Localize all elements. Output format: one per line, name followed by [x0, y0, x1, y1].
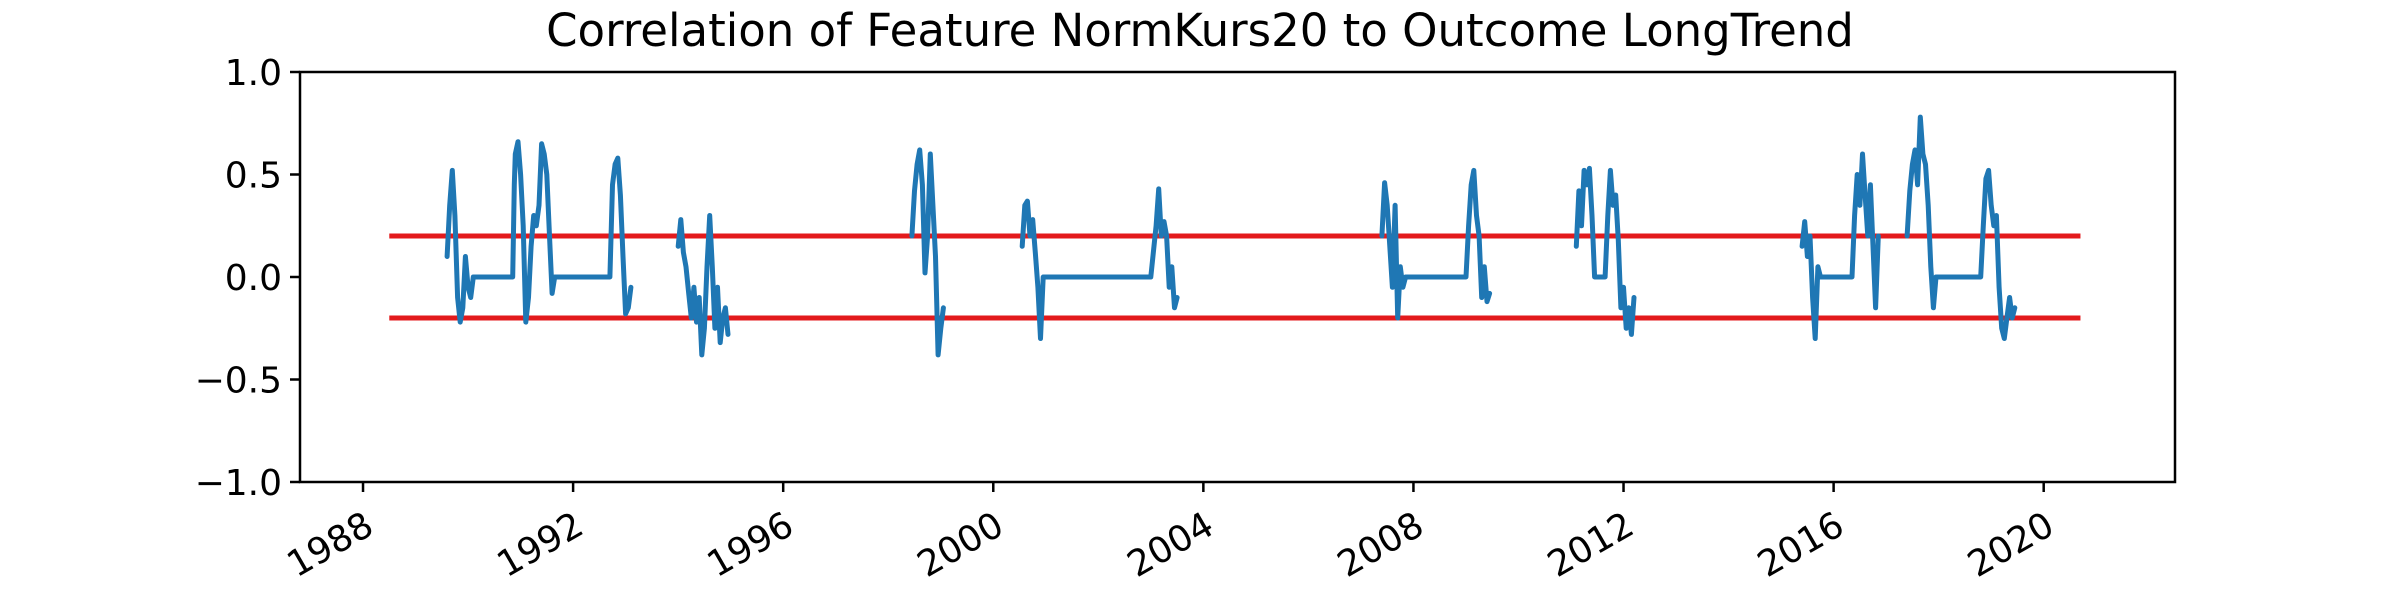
- series-line-segment-3: [909, 147, 946, 358]
- series-line-segment-8: [1904, 114, 2018, 341]
- x-tick-label: 2012: [1541, 504, 1641, 585]
- series-line-segment-7: [1799, 151, 1881, 341]
- plot-layer: [389, 114, 2081, 358]
- series-line-segment-2: [675, 213, 731, 358]
- y-tick-label: −0.5: [195, 361, 282, 402]
- x-tick-label: 2000: [911, 504, 1011, 585]
- y-tick-label: −1.0: [195, 463, 282, 504]
- series-line-segment-6: [1573, 165, 1637, 337]
- series-line-segment-5: [1379, 167, 1493, 321]
- x-tick-label: 2020: [1961, 504, 2061, 585]
- x-tick-label: 2004: [1121, 504, 1221, 585]
- chart-title: Correlation of Feature NormKurs20 to Out…: [546, 4, 1854, 57]
- y-tick-label: 0.5: [225, 156, 282, 197]
- x-tick-label: 1992: [491, 504, 591, 585]
- x-tick-label: 2016: [1751, 504, 1851, 585]
- y-tick-label: 1.0: [225, 53, 282, 94]
- series-line-segment-4: [1019, 186, 1180, 341]
- y-tick-label: 0.0: [225, 258, 282, 299]
- x-tick-label: 2008: [1331, 504, 1431, 585]
- x-tick-label: 1988: [280, 504, 380, 585]
- series-line-segment-1: [444, 139, 634, 325]
- x-tick-label: 1996: [701, 504, 801, 585]
